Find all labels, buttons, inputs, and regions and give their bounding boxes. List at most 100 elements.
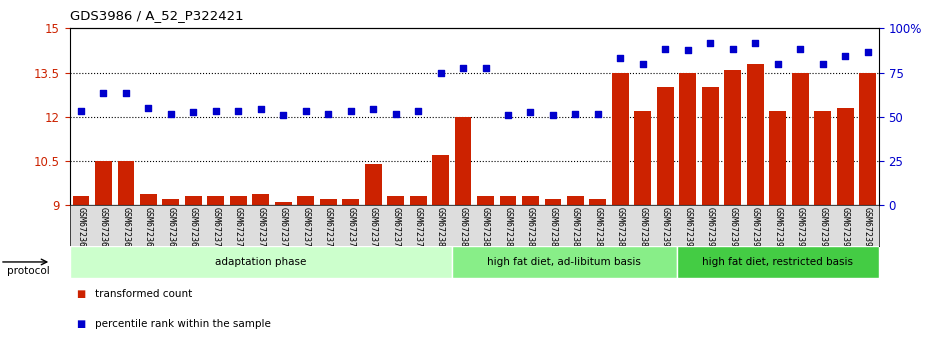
- Point: [456, 65, 471, 71]
- Text: GSM672375: GSM672375: [324, 207, 333, 252]
- Bar: [590, 199, 606, 205]
- Point: [523, 110, 538, 115]
- Bar: [657, 87, 673, 205]
- Text: transformed count: transformed count: [95, 289, 193, 299]
- Bar: [275, 202, 292, 205]
- Point: [343, 108, 358, 114]
- Text: GSM672389: GSM672389: [638, 207, 647, 252]
- Text: GSM672395: GSM672395: [773, 207, 782, 252]
- Point: [591, 111, 605, 117]
- Point: [96, 90, 111, 96]
- Bar: [95, 161, 112, 205]
- Bar: [477, 196, 494, 205]
- Text: GSM672379: GSM672379: [414, 207, 422, 252]
- Text: GSM672396: GSM672396: [796, 207, 804, 252]
- Point: [635, 61, 650, 67]
- Text: high fat diet, ad-libitum basis: high fat diet, ad-libitum basis: [487, 257, 641, 267]
- Point: [546, 113, 561, 118]
- Point: [613, 55, 628, 61]
- Bar: [140, 194, 157, 205]
- Bar: [859, 73, 876, 205]
- Point: [658, 46, 672, 52]
- Bar: [567, 196, 584, 205]
- Text: GSM672373: GSM672373: [279, 207, 287, 252]
- Text: GSM672378: GSM672378: [392, 207, 400, 252]
- Text: GSM672376: GSM672376: [346, 207, 355, 252]
- Bar: [117, 161, 134, 205]
- Point: [838, 53, 853, 59]
- Point: [500, 113, 515, 118]
- Text: GSM672386: GSM672386: [571, 207, 580, 252]
- Bar: [342, 199, 359, 205]
- Point: [208, 108, 223, 114]
- Text: GSM672374: GSM672374: [301, 207, 311, 252]
- Bar: [455, 117, 472, 205]
- Text: ■: ■: [76, 289, 86, 299]
- Bar: [522, 196, 538, 205]
- Text: GSM672392: GSM672392: [706, 207, 715, 252]
- Bar: [410, 196, 427, 205]
- Point: [388, 111, 403, 117]
- Point: [681, 48, 696, 53]
- Bar: [70, 246, 452, 278]
- Point: [770, 61, 785, 67]
- Text: GSM672391: GSM672391: [684, 207, 692, 252]
- Bar: [676, 246, 879, 278]
- Bar: [365, 164, 381, 205]
- Text: GSM672385: GSM672385: [549, 207, 557, 252]
- Bar: [320, 199, 337, 205]
- Text: GSM672367: GSM672367: [144, 207, 153, 252]
- Point: [411, 108, 426, 114]
- Bar: [545, 199, 562, 205]
- Text: GSM672368: GSM672368: [166, 207, 176, 252]
- Bar: [452, 246, 676, 278]
- Text: GSM672380: GSM672380: [436, 207, 445, 252]
- Text: GSM672366: GSM672366: [122, 207, 130, 252]
- Text: GSM672369: GSM672369: [189, 207, 198, 252]
- Point: [433, 70, 448, 75]
- Text: GSM672387: GSM672387: [593, 207, 603, 252]
- Text: GSM672393: GSM672393: [728, 207, 737, 252]
- Text: protocol: protocol: [7, 266, 50, 276]
- Bar: [769, 111, 786, 205]
- Point: [231, 108, 246, 114]
- Text: percentile rank within the sample: percentile rank within the sample: [95, 319, 271, 329]
- Point: [276, 113, 291, 118]
- Bar: [432, 155, 449, 205]
- Bar: [680, 73, 697, 205]
- Bar: [163, 199, 179, 205]
- Text: adaptation phase: adaptation phase: [215, 257, 307, 267]
- Text: GSM672383: GSM672383: [503, 207, 512, 252]
- Bar: [612, 73, 629, 205]
- Text: GDS3986 / A_52_P322421: GDS3986 / A_52_P322421: [70, 9, 244, 22]
- Bar: [298, 196, 314, 205]
- Bar: [702, 87, 719, 205]
- Text: GSM672384: GSM672384: [526, 207, 535, 252]
- Bar: [634, 111, 651, 205]
- Text: GSM672398: GSM672398: [841, 207, 850, 252]
- Point: [164, 111, 179, 117]
- Bar: [230, 196, 246, 205]
- Bar: [747, 64, 764, 205]
- Text: GSM672370: GSM672370: [211, 207, 220, 252]
- Text: GSM672381: GSM672381: [458, 207, 468, 252]
- Bar: [499, 196, 516, 205]
- Point: [73, 108, 88, 114]
- Bar: [185, 196, 202, 205]
- Bar: [791, 73, 808, 205]
- Bar: [387, 196, 404, 205]
- Point: [568, 111, 583, 117]
- Point: [253, 107, 268, 112]
- Point: [365, 107, 380, 112]
- Bar: [207, 196, 224, 205]
- Point: [478, 65, 493, 71]
- Text: GSM672364: GSM672364: [76, 207, 86, 252]
- Text: GSM672377: GSM672377: [368, 207, 378, 252]
- Text: GSM672399: GSM672399: [863, 207, 872, 252]
- Bar: [73, 196, 89, 205]
- Text: ■: ■: [76, 319, 86, 329]
- Text: GSM672382: GSM672382: [481, 207, 490, 252]
- Text: GSM672388: GSM672388: [616, 207, 625, 252]
- Bar: [724, 70, 741, 205]
- Point: [299, 108, 313, 114]
